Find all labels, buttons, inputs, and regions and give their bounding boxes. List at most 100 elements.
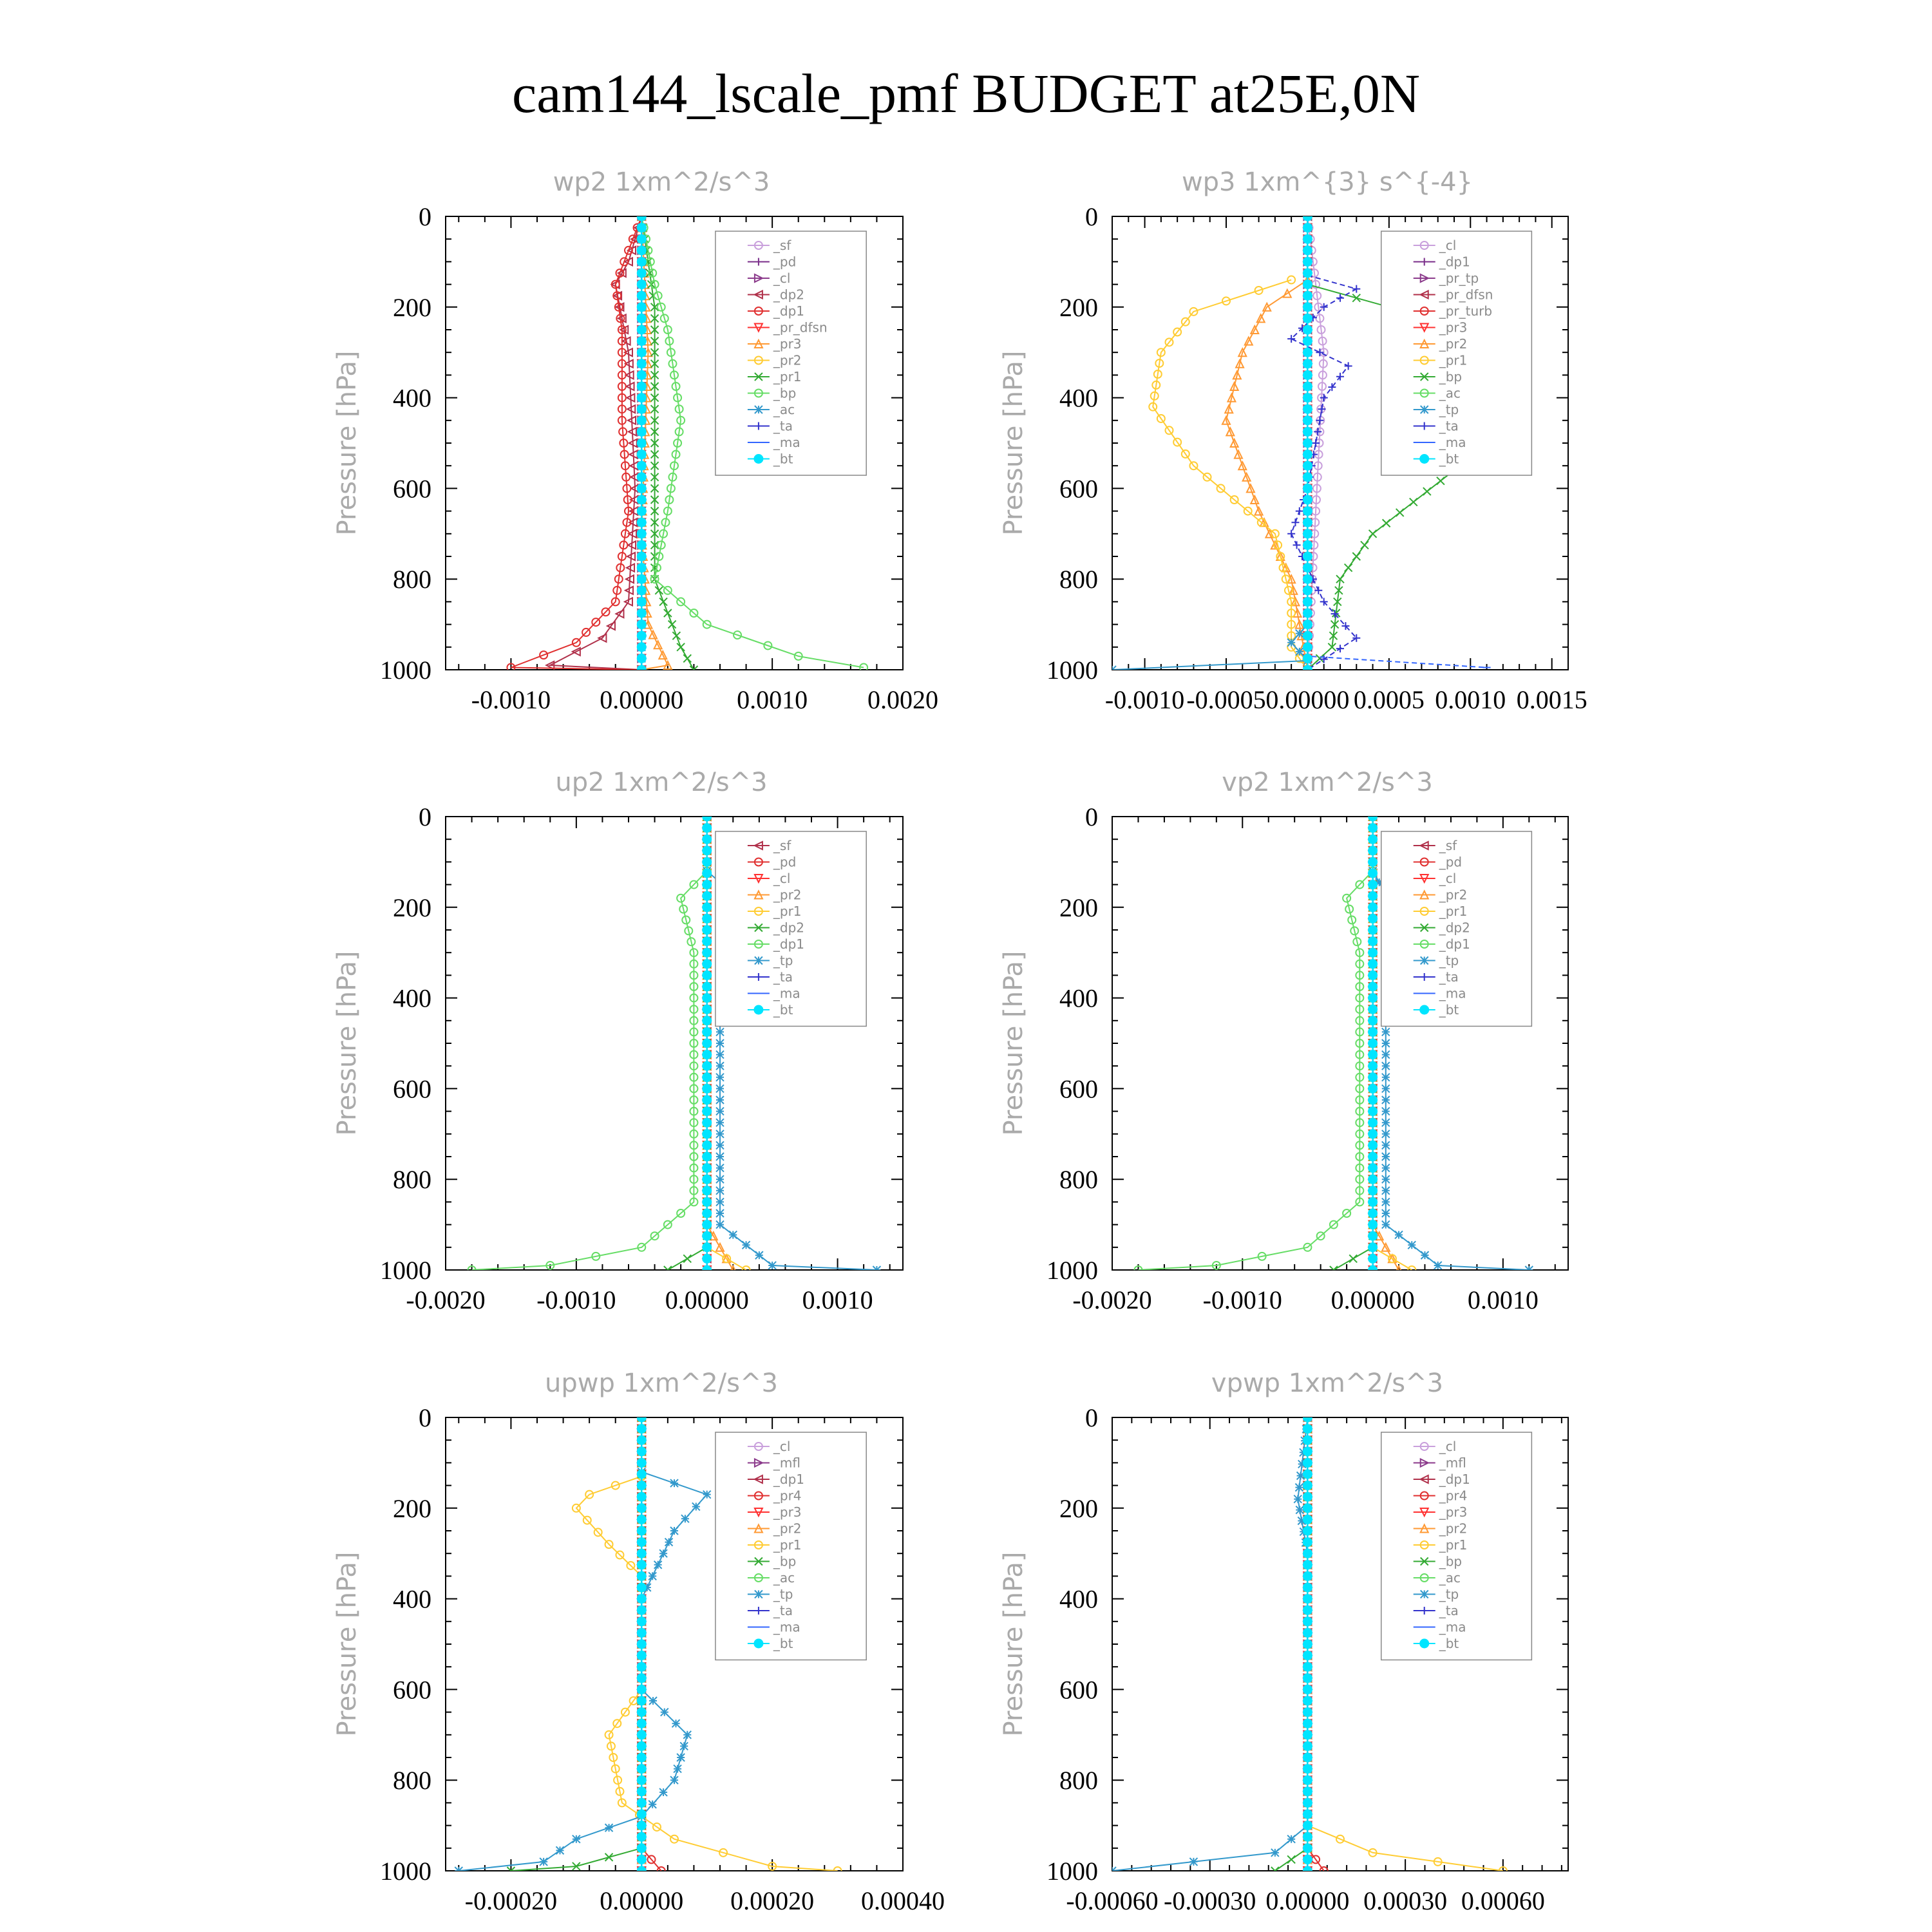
data-point [1302,359,1312,369]
data-point [648,269,658,278]
data-point [627,426,637,437]
data-point [1312,472,1322,482]
data-point [668,359,677,368]
x-tick-label: 0.00000 [600,685,683,714]
data-point [872,1265,882,1270]
data-point [636,313,647,323]
series-tp [454,1467,712,1871]
data-point [1241,471,1252,482]
data-point [617,359,627,368]
data-point [604,1823,614,1832]
data-point [1381,1118,1390,1127]
data-point [702,1174,712,1184]
data-point [659,314,669,323]
data-point [650,518,659,527]
data-point [689,1084,699,1094]
legend-marker [1419,338,1430,348]
data-point [617,415,627,425]
y-tick-label: 600 [1059,1074,1098,1103]
data-point [1302,1832,1312,1842]
series-line [641,216,695,670]
data-point [1381,1186,1390,1195]
data-point [702,1050,712,1060]
legend-marker [1420,956,1429,965]
data-point [545,1260,555,1270]
data-point [656,540,666,550]
data-point [615,1786,625,1796]
data-point [663,609,672,618]
data-point [624,370,634,381]
data-point [672,631,681,640]
data-point [1396,508,1405,517]
series-bp [637,216,869,670]
data-point [833,1866,842,1871]
data-point [636,1548,647,1558]
series-pr1 [1148,275,1312,670]
data-point [1281,562,1291,573]
plot-area [454,1417,842,1871]
data-point [715,1061,724,1070]
data-point [624,506,633,516]
data-point [689,993,699,1003]
data-point [658,649,668,660]
data-point [715,1039,724,1048]
data-point [1368,1220,1378,1230]
legend-label: _mfl [773,1455,800,1471]
data-point [1345,904,1354,914]
data-point [702,1083,712,1094]
legend-label: _cl [1439,238,1457,253]
data-point [1202,472,1212,482]
data-point [663,506,672,516]
data-point [612,585,622,595]
data-point [702,1129,712,1139]
data-point [1355,948,1365,958]
data-point [1302,404,1312,414]
data-point [1336,574,1345,583]
data-point [668,472,677,482]
data-point [1368,846,1378,856]
legend-marker [753,338,764,348]
data-point [1355,1163,1365,1173]
data-point [1381,1027,1390,1037]
legend-marker [753,1508,764,1518]
data-point [1302,1616,1312,1627]
data-point [689,1141,699,1150]
legend-label: _cl [773,871,791,886]
x-tick-label: 0.00000 [1331,1285,1415,1314]
legend-marker [1420,258,1428,266]
data-point [1302,506,1312,516]
data-point [628,234,638,244]
y-tick-label: 0 [419,1403,431,1432]
data-point [1381,1073,1390,1082]
legend-label: _pr2 [1439,1521,1468,1537]
data-point [1368,1265,1378,1270]
y-tick-label: 800 [1059,565,1098,594]
panel-title: vp2 1xm^2/s^3 [1222,768,1433,797]
legend-marker [1419,289,1429,300]
data-point [1302,596,1312,607]
data-point [615,269,625,278]
data-point [656,1866,666,1871]
data-point [650,404,659,413]
data-point [1287,620,1296,629]
data-point [702,1220,712,1230]
data-point [1302,347,1312,357]
legend-marker [1419,940,1429,949]
data-point [636,620,647,630]
data-point [617,404,627,414]
data-point [1302,370,1312,380]
legend-box [1380,1432,1533,1661]
x-tick-label: 0.0015 [1517,685,1587,714]
data-point [674,427,684,437]
data-point [650,303,659,312]
data-point [1287,529,1296,538]
data-point [1302,540,1312,550]
legend-label: _ta [1439,419,1459,434]
data-point [663,1265,672,1270]
data-point [1355,1175,1365,1184]
data-point [659,1788,668,1797]
series-line [1152,279,1309,670]
data-point [715,1175,724,1184]
data-point [689,1186,699,1195]
data-point [1343,563,1353,573]
